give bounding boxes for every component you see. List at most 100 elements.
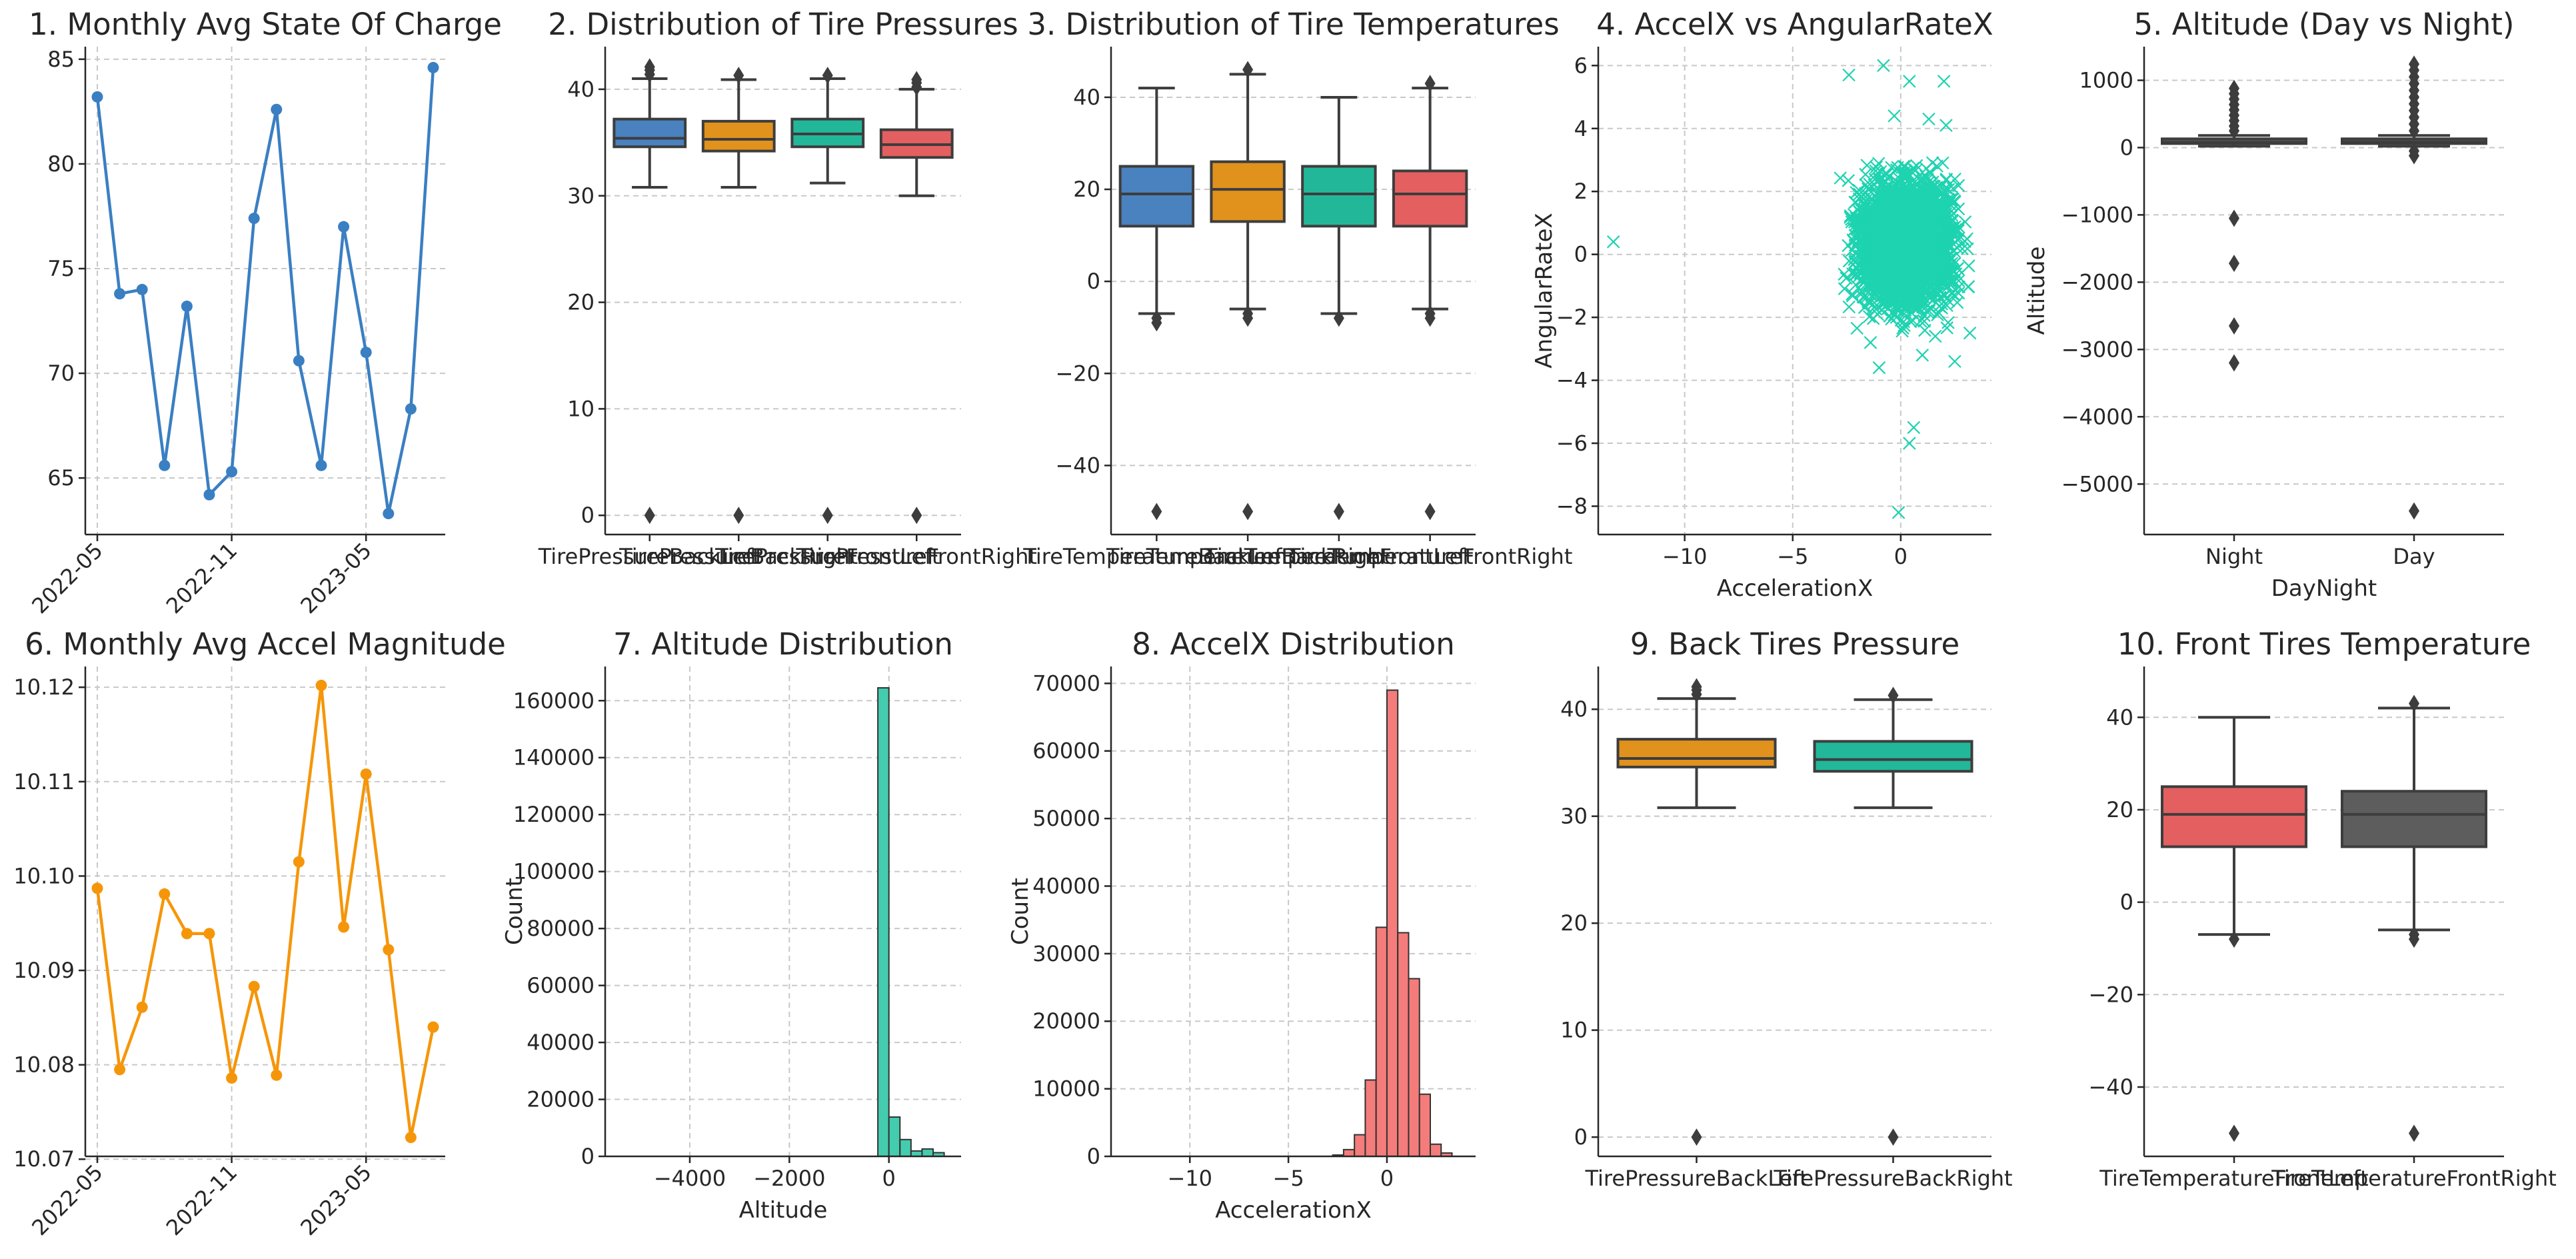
scatter-point [1882,237,1895,251]
data-point [293,355,305,367]
scatter-point [1869,209,1883,223]
data-point [226,1072,238,1084]
y-tick-label: 0 [2120,135,2133,160]
panel-title: 2. Distribution of Tire Pressures [548,7,1018,42]
scatter-point [1905,165,1919,179]
scatter-point [1926,212,1939,225]
scatter-point [1961,280,1975,293]
y-tick-label: 0 [2120,890,2133,915]
scatter-point [1962,259,1975,273]
scatter-point [1935,238,1949,251]
scatter-point [1939,119,1953,132]
y-tick-label: 10.09 [13,958,75,983]
scatter-point [1858,243,1872,256]
scatter-point [1891,304,1905,318]
data-point [248,980,260,992]
y-tick-label: 120000 [513,802,595,827]
y-tick-label: 40000 [527,1030,595,1055]
scatter-point [1901,188,1914,202]
panel-title: 4. AccelX vs AngularRateX [1596,7,1993,42]
scatter-point [1941,183,1955,197]
scatter-point [1928,329,1942,343]
scatter-point [1901,265,1914,279]
x-tick-label: −10 [1168,1166,1213,1191]
x-axis-label: AccelerationX [1215,1197,1372,1224]
scatter-point [1842,68,1856,82]
box [2341,790,2487,848]
data-point [226,466,238,478]
scatter-point [1838,282,1852,295]
y-tick-label: 6 [1574,53,1588,78]
y-tick-label: −3000 [2061,337,2133,362]
outlier-marker [2229,79,2239,97]
chart-panel-9: 0 10 20 30 40 TirePressureBackLeftTirePressur… [1560,627,2012,1191]
histogram-bar [1364,1079,1377,1158]
y-tick-label: 10 [567,396,595,421]
scatter-point [1858,199,1872,213]
y-tick-label: −1000 [2061,202,2133,227]
scatter-point [1912,275,1926,288]
x-tick-label: −5 [1777,544,1808,569]
x-tick-label: TireTemperatureFrontRight [1287,544,1573,569]
scatter-point [1930,288,1943,301]
scatter-point [1915,191,1929,205]
scatter-point [1920,285,1933,299]
x-tick-label: 0 [882,1166,896,1191]
scatter-point [1606,235,1620,249]
data-point [181,301,193,313]
box [1301,165,1377,228]
y-tick-label: 2 [1574,179,1588,204]
scatter-point [1924,227,1937,241]
x-tick-label: 2023-05 [295,538,376,619]
outlier-marker [2409,502,2419,520]
outlier-marker [1333,309,1344,327]
scatter-point [1845,213,1858,226]
panel-title: 7. Altitude Distribution [613,627,953,662]
scatter-point [1896,220,1910,233]
y-tick-label: −20 [2088,982,2133,1007]
y-tick-label: −4 [1556,368,1588,393]
y-tick-label: 0 [1574,1124,1588,1150]
outlier-marker [2229,255,2239,273]
histogram-bar [877,687,890,1157]
panel-title: 3. Distribution of Tire Temperatures [1027,7,1559,42]
y-tick-label: 1000 [2079,67,2133,93]
scatter-point [1869,250,1882,263]
scatter-point [1871,166,1884,180]
scatter-point [1866,271,1879,284]
outlier-marker [2229,317,2239,335]
scatter-point [1903,437,1916,450]
scatter-point [1952,280,1965,294]
data-point [360,768,372,780]
scatter-point [1924,301,1937,315]
panel-title: 9. Back Tires Pressure [1630,627,1960,662]
outlier-marker [644,507,655,525]
scatter-point [1877,59,1890,73]
scatter-point [1901,201,1914,215]
y-tick-label: 20 [567,290,595,315]
x-tick-label: TireTemperatureFrontLeft [2099,1166,2368,1191]
panel-title: 6. Monthly Avg Accel Magnitude [25,627,506,662]
outlier-marker [2229,1124,2239,1142]
y-tick-label: 0 [1574,242,1588,267]
x-tick-label: TirePressureFrontLeft [714,544,940,569]
outlier-marker [2409,55,2419,73]
y-tick-label: 20000 [1032,1008,1100,1034]
y-tick-label: 0 [1087,269,1100,294]
x-tick-label: −4000 [654,1166,726,1191]
y-tick-label: 20000 [527,1087,595,1112]
scatter-point [1896,293,1910,306]
histogram-bar [1354,1134,1366,1157]
scatter-point [1851,230,1864,243]
scatter-point [1945,251,1959,265]
y-tick-label: −6 [1556,431,1588,456]
scatter-point [1930,223,1943,237]
data-point [159,459,171,471]
scatter-point [1951,233,1965,247]
scatter-point [1945,193,1959,207]
y-tick-label: 75 [47,256,75,281]
scatter-point [1859,228,1872,242]
chart-panel-3: −40 −20 0 20 40 TireTemperatureBackLeftTireTe… [1022,7,1572,569]
data-point [315,459,327,471]
scatter-points [1606,59,1977,519]
